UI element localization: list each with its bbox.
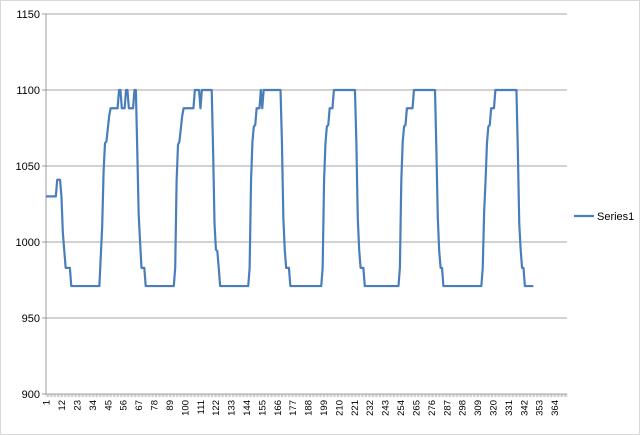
x-tick-label: 364: [550, 400, 561, 416]
x-tick-label: 342: [519, 400, 530, 416]
legend-label: Series1: [597, 211, 634, 223]
x-tick-label: 309: [473, 400, 484, 416]
x-tick-label: 12: [57, 400, 68, 411]
gridlines: [46, 13, 567, 319]
x-tick-label: 177: [288, 400, 299, 416]
x-axis-tick-labels: 1 12 23 34 45 56 67 78 89 100 111 122 133 144 155 166 17…: [42, 400, 561, 416]
x-tick-label: 45: [103, 400, 114, 411]
axes: [42, 13, 568, 397]
x-tick-label: 122: [211, 400, 222, 416]
y-axis-tick-labels: 900 950 1000 1050 1100 1150: [16, 9, 40, 401]
x-tick-label: 144: [242, 400, 253, 416]
y-tick-label: 1100: [16, 85, 40, 97]
x-tick-label: 199: [319, 400, 330, 416]
x-tick-label: 265: [411, 400, 422, 416]
y-tick-label: 1150: [16, 9, 40, 21]
x-tick-label: 320: [488, 400, 499, 416]
x-tick-label: 221: [350, 400, 361, 416]
x-tick-label: 67: [134, 400, 145, 411]
x-tick-label: 155: [257, 400, 268, 416]
x-tick-label: 133: [227, 400, 238, 416]
series-lines: [46, 88, 534, 288]
x-tick-label: 188: [304, 400, 315, 416]
x-tick-label: 298: [458, 400, 469, 416]
series-line-Series1: [46, 88, 534, 288]
x-tick-label: 166: [273, 400, 284, 416]
y-tick-label: 1050: [16, 161, 40, 173]
x-tick-label: 100: [180, 400, 191, 416]
x-tick-label: 78: [150, 400, 161, 411]
x-tick-label: 89: [165, 400, 176, 411]
y-tick-label: 1000: [16, 237, 40, 249]
x-tick-label: 287: [442, 400, 453, 416]
x-tick-label: 232: [365, 400, 376, 416]
x-tick-label: 210: [334, 400, 345, 416]
x-tick-label: 34: [88, 400, 99, 411]
legend: Series1: [574, 211, 634, 223]
y-tick-label: 900: [22, 389, 40, 401]
x-tick-label: 23: [73, 400, 84, 411]
x-tick-label: 254: [396, 400, 407, 416]
x-tick-label: 331: [504, 400, 515, 416]
x-tick-label: 353: [535, 400, 546, 416]
x-tick-label: 243: [381, 400, 392, 416]
x-tick-label: 1: [42, 400, 53, 405]
x-tick-label: 276: [427, 400, 438, 416]
y-tick-label: 950: [22, 313, 40, 325]
x-tick-label: 111: [196, 400, 207, 414]
x-tick-label: 56: [119, 400, 130, 411]
